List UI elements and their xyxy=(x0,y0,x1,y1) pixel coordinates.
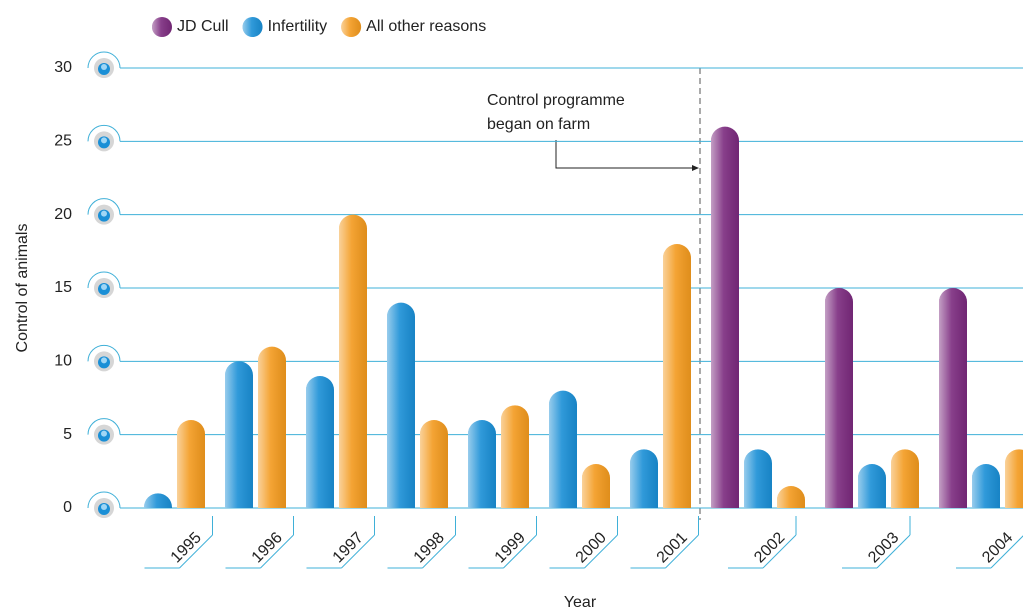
bar-highlight xyxy=(549,390,577,508)
tick-ornament xyxy=(101,430,107,437)
y-tick-label: 0 xyxy=(63,499,72,516)
category-tick xyxy=(876,534,911,569)
bar-highlight xyxy=(777,486,805,508)
bar-highlight xyxy=(306,376,334,508)
bar-highlight xyxy=(711,126,739,508)
y-tick-label: 20 xyxy=(54,206,72,223)
y-tick-label: 10 xyxy=(54,353,72,370)
bar-highlight xyxy=(744,449,772,508)
category-tick xyxy=(990,535,1023,569)
tick-ornament xyxy=(101,210,107,217)
legend-swatch xyxy=(341,17,362,37)
legend-label: JD Cull xyxy=(177,18,229,35)
tick-ornament xyxy=(87,344,121,362)
legend-swatch xyxy=(152,17,172,37)
y-tick-label: 30 xyxy=(54,59,72,76)
category-tick xyxy=(762,534,797,569)
annotation-arrow xyxy=(555,140,694,169)
tick-ornament xyxy=(87,198,121,215)
tick-ornament xyxy=(101,64,107,70)
x-axis-label: Year xyxy=(564,594,597,611)
bar-highlight xyxy=(387,302,415,508)
category-tick xyxy=(260,534,294,569)
tick-ornament xyxy=(87,418,121,435)
category-tick xyxy=(341,534,375,569)
category-tick xyxy=(503,534,537,569)
arrow-head xyxy=(692,165,699,171)
bar-highlight xyxy=(630,449,658,508)
y-tick-label: 25 xyxy=(54,133,72,150)
category-tick xyxy=(584,534,618,569)
y-tick-label: 15 xyxy=(54,279,72,296)
tick-ornament xyxy=(87,271,121,289)
legend-swatch xyxy=(242,17,263,37)
bar-highlight xyxy=(258,346,286,508)
y-axis-label: Control of animals xyxy=(14,224,31,353)
bar-highlight xyxy=(468,420,496,508)
bar-highlight xyxy=(582,464,610,508)
bar-highlight xyxy=(420,420,448,508)
bar-highlight xyxy=(1005,449,1023,508)
bar-highlight xyxy=(177,420,205,508)
tick-ornament xyxy=(101,137,107,144)
bar-highlight xyxy=(225,361,253,508)
category-tick xyxy=(179,534,213,569)
tick-ornament xyxy=(101,504,107,510)
bar-highlight xyxy=(663,244,691,508)
bar-highlight xyxy=(939,288,967,508)
bar-highlight xyxy=(501,405,529,508)
tick-ornament xyxy=(101,357,107,364)
annotation: began on farm xyxy=(487,116,590,133)
tick-ornament xyxy=(87,124,121,142)
annotation: Control programme xyxy=(487,92,625,109)
bar-highlight xyxy=(858,464,886,508)
bar-highlight xyxy=(972,464,1000,508)
tick-ornament xyxy=(87,51,121,69)
category-tick xyxy=(422,534,456,569)
bar-highlight xyxy=(891,449,919,508)
category-tick xyxy=(665,534,699,569)
tick-ornament xyxy=(87,491,121,509)
y-tick-label: 5 xyxy=(63,426,72,443)
tick-ornament xyxy=(101,284,107,290)
bar-highlight xyxy=(825,288,853,508)
bar-highlight xyxy=(339,214,367,508)
legend-label: Infertility xyxy=(268,18,328,35)
legend-label: All other reasons xyxy=(366,18,486,35)
bar-highlight xyxy=(144,493,172,508)
